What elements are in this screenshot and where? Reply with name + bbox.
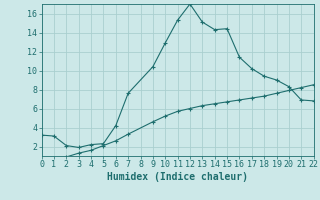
X-axis label: Humidex (Indice chaleur): Humidex (Indice chaleur) [107, 172, 248, 182]
